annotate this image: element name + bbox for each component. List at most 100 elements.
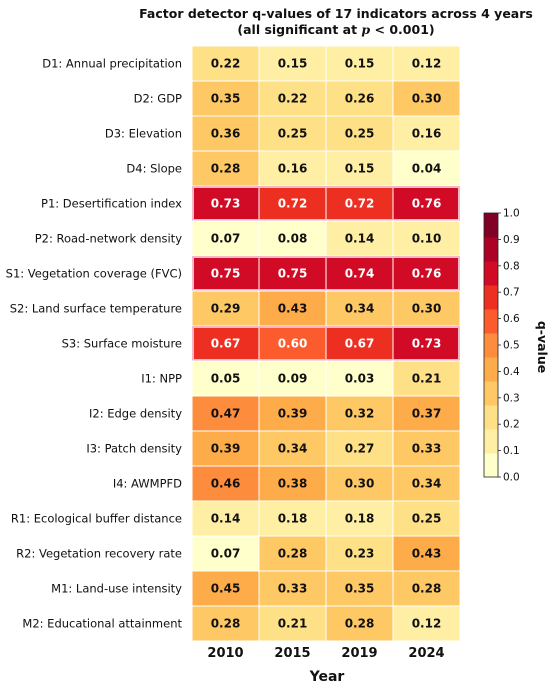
heatmap-cell xyxy=(191,535,260,572)
heatmap-cell xyxy=(392,570,461,607)
cell-value-label: 0.76 xyxy=(412,267,442,281)
chart-title-line2-prefix: (all significant at xyxy=(237,22,361,37)
cell-value-label: 0.29 xyxy=(211,302,241,316)
heatmap-cell xyxy=(392,360,461,397)
heatmap-cell xyxy=(191,360,260,397)
colorbar-segment xyxy=(484,309,498,334)
cell-value-label: 0.14 xyxy=(345,232,375,246)
colorbar-segment xyxy=(484,213,498,238)
heatmap-cell xyxy=(392,465,461,502)
heatmap-cells: 0.22 0.15 0.15 0.12 0.35 0.22 0.26 0.30 0.36 0.25… xyxy=(191,45,461,642)
heatmap-cell xyxy=(392,150,461,187)
cell-value-label: 0.21 xyxy=(278,617,308,631)
heatmap-cell xyxy=(392,605,461,642)
cell-value-label: 0.73 xyxy=(211,197,241,211)
cell-value-label: 0.12 xyxy=(412,57,442,71)
heatmap-cell xyxy=(191,395,260,432)
row-label: I3: Patch density xyxy=(86,442,182,456)
colorbar-tick-label: 0.2 xyxy=(503,419,520,431)
colorbar-tick-label: 0.1 xyxy=(503,445,520,457)
cell-value-label: 0.15 xyxy=(345,162,375,176)
cell-value-label: 0.22 xyxy=(278,92,308,106)
cell-value-label: 0.12 xyxy=(412,617,442,631)
cell-value-label: 0.15 xyxy=(345,57,375,71)
heatmap-cell xyxy=(325,290,394,327)
colorbar-tick-label: 0.9 xyxy=(503,234,520,246)
cell-value-label: 0.32 xyxy=(345,407,375,421)
cell-value-label: 0.28 xyxy=(278,547,308,561)
cell-value-label: 0.39 xyxy=(211,442,241,456)
heatmap-cell xyxy=(392,395,461,432)
cell-value-label: 0.60 xyxy=(278,337,308,351)
cell-value-label: 0.22 xyxy=(211,57,241,71)
cell-value-label: 0.34 xyxy=(278,442,308,456)
colorbar-segment xyxy=(484,357,498,382)
cell-value-label: 0.30 xyxy=(345,477,375,491)
heatmap-cell xyxy=(258,220,327,257)
cell-value-label: 0.26 xyxy=(345,92,375,106)
cell-value-label: 0.07 xyxy=(211,547,241,561)
row-label: R1: Ecological buffer distance xyxy=(11,512,182,526)
colorbar-tick-label: 0.4 xyxy=(503,366,520,378)
row-label: D3: Elevation xyxy=(105,127,182,141)
colorbar-title: q-value xyxy=(535,321,550,373)
cell-value-label: 0.74 xyxy=(345,267,375,281)
row-label: S2: Land surface temperature xyxy=(10,302,182,316)
colorbar-segment xyxy=(484,405,498,430)
heatmap-cell xyxy=(191,430,260,467)
cell-value-label: 0.30 xyxy=(412,302,442,316)
colorbar-tick-label: 0.3 xyxy=(503,392,520,404)
row-label: D4: Slope xyxy=(126,162,182,176)
colorbar-tick-label: 0.7 xyxy=(503,287,520,299)
cell-value-label: 0.04 xyxy=(412,162,442,176)
heatmap-cell xyxy=(258,150,327,187)
heatmap-cell xyxy=(392,430,461,467)
cell-value-label: 0.21 xyxy=(412,372,442,386)
cell-value-label: 0.34 xyxy=(412,477,442,491)
cell-value-label: 0.37 xyxy=(412,407,442,421)
heatmap-cell xyxy=(258,80,327,117)
heatmap-cell xyxy=(191,45,260,82)
cell-value-label: 0.18 xyxy=(278,512,308,526)
colorbar-segment xyxy=(484,429,498,454)
heatmap-cell xyxy=(258,605,327,642)
row-label: I1: NPP xyxy=(141,372,182,386)
cell-value-label: 0.46 xyxy=(211,477,241,491)
heatmap-cell xyxy=(392,185,461,222)
cell-value-label: 0.38 xyxy=(278,477,308,491)
cell-value-label: 0.25 xyxy=(412,512,442,526)
heatmap-cell xyxy=(258,115,327,152)
colorbar-segment xyxy=(484,453,498,478)
highlight-row-outline xyxy=(192,256,460,291)
cell-value-label: 0.28 xyxy=(345,617,375,631)
cell-value-label: 0.35 xyxy=(211,92,241,106)
cell-value-label: 0.09 xyxy=(278,372,308,386)
heatmap-cell xyxy=(191,220,260,257)
chart-title-line2-italic: p xyxy=(361,22,370,37)
heatmap-cell xyxy=(392,80,461,117)
highlight-row-outline xyxy=(192,326,460,361)
heatmap-cell xyxy=(325,185,394,222)
colorbar-segment xyxy=(484,333,498,358)
cell-value-label: 0.03 xyxy=(345,372,375,386)
x-tick-label: 2015 xyxy=(274,646,310,661)
cell-value-label: 0.76 xyxy=(412,197,442,211)
heatmap-cell xyxy=(258,185,327,222)
colorbar-segment xyxy=(484,261,498,286)
row-label: R2: Vegetation recovery rate xyxy=(16,547,182,561)
row-label: S1: Vegetation coverage (FVC) xyxy=(6,267,182,281)
cell-value-label: 0.08 xyxy=(278,232,308,246)
heatmap-cell xyxy=(325,45,394,82)
cell-value-label: 0.15 xyxy=(278,57,308,71)
cell-value-label: 0.35 xyxy=(345,582,375,596)
heatmap-cell xyxy=(325,255,394,292)
colorbar-tick-label: 0.5 xyxy=(503,340,520,352)
cell-value-label: 0.72 xyxy=(278,197,308,211)
cell-value-label: 0.30 xyxy=(412,92,442,106)
colorbar-tick-label: 1.0 xyxy=(503,208,520,220)
row-label: S3: Surface moisture xyxy=(62,337,182,351)
cell-value-label: 0.25 xyxy=(345,127,375,141)
heatmap-cell xyxy=(325,465,394,502)
